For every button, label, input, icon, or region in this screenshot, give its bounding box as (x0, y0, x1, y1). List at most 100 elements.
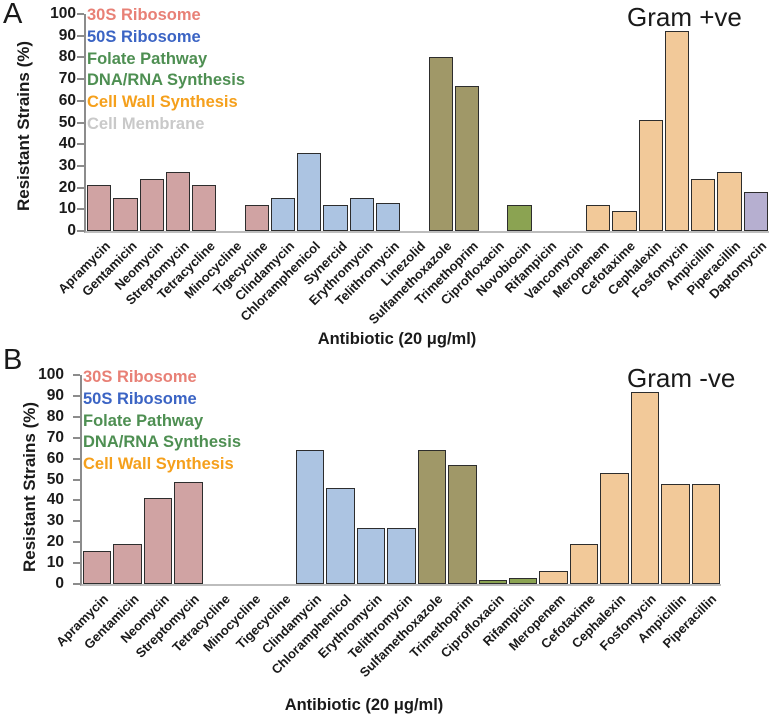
panel-a-x-axis-title: Antibiotic (20 μg/ml) (317, 330, 477, 348)
y-tick-label: 90 (46, 386, 64, 404)
bar-novobiocin (507, 204, 532, 231)
legend-item-folate-pathway: Folate Pathway (87, 49, 208, 68)
legend-item-cell-membrane: Cell Membrane (87, 114, 205, 133)
y-tick-label: 20 (58, 178, 76, 196)
bar-ampicillin (691, 178, 716, 231)
panel-b-legend: 30S Ribosome 50S Ribosome Folate Pathway DN… (83, 367, 241, 476)
y-tick-mark (73, 415, 80, 418)
bar-meropenem (586, 204, 611, 231)
y-tick-label: 60 (58, 91, 76, 109)
bar-erythromycin (349, 198, 374, 231)
y-tick-mark (73, 374, 80, 376)
y-tick-mark (73, 499, 80, 502)
panel-a-letter: A (3, 0, 23, 30)
y-tick-mark (73, 394, 80, 397)
bar-fosfomycin (664, 31, 690, 231)
y-tick-label: 100 (50, 5, 76, 22)
y-tick-label: 100 (38, 366, 64, 383)
bar-ciprofloxacin (478, 579, 507, 584)
y-tick-mark (77, 78, 84, 81)
y-tick-mark (73, 478, 80, 481)
bar-cephalexin (638, 120, 663, 231)
legend-item-dna-rna-synthesis: DNA/RNA Synthesis (83, 433, 241, 452)
y-tick-label: 70 (46, 428, 64, 446)
y-tick-label: 30 (46, 512, 64, 530)
y-tick-label: 50 (58, 113, 76, 131)
bar-tigecycline (244, 204, 269, 231)
y-tick-label: 50 (46, 470, 64, 488)
bar-meropenem (539, 571, 568, 584)
legend-item-30s-ribosome: 30S Ribosome (83, 368, 197, 386)
y-tick-mark (77, 230, 84, 232)
y-tick-mark (77, 143, 84, 146)
bar-cephalexin (600, 473, 629, 584)
legend-item-30s-ribosome: 30S Ribosome (87, 6, 201, 24)
bar-cefotaxime (569, 544, 599, 584)
y-tick-label: 10 (58, 200, 76, 218)
y-tick-label: 40 (58, 135, 76, 153)
y-tick-mark (77, 186, 84, 189)
bar-streptomycin (174, 481, 203, 584)
y-tick-label: 0 (67, 222, 76, 239)
y-tick-label: 20 (46, 533, 64, 551)
bar-gentamicin (113, 198, 138, 231)
y-tick-mark (73, 436, 80, 439)
bar-tetracycline (192, 185, 217, 231)
bar-telithromycin (375, 202, 401, 231)
y-tick-label: 70 (58, 70, 76, 88)
y-tick-mark (77, 56, 84, 59)
panel-b-letter: B (3, 344, 23, 376)
bar-erythromycin (356, 527, 386, 584)
legend-item-cell-wall-synthesis: Cell Wall Synthesis (83, 455, 234, 474)
bar-apramycin (83, 550, 112, 584)
y-tick-mark (73, 541, 80, 544)
legend-item-folate-pathway: Folate Pathway (83, 411, 204, 430)
bar-rifampicin (509, 577, 538, 584)
y-tick-label: 40 (46, 491, 64, 509)
panel-b-x-axis-title: Antibiotic (20 μg/ml) (284, 696, 444, 714)
y-tick-label: 80 (46, 407, 64, 425)
y-tick-label: 10 (46, 554, 64, 572)
panel-a-legend: 30S Ribosome 50S Ribosome Folate Pathway DN… (87, 5, 245, 136)
bar-streptomycin (165, 172, 191, 231)
bar-piperacillin (717, 172, 742, 231)
y-tick-mark (73, 520, 80, 523)
y-tick-mark (77, 13, 84, 15)
panel-a-y-axis-label: Resistant Strains (%) (14, 40, 33, 212)
bar-chloramphenicol (297, 152, 322, 231)
y-tick-label: 90 (58, 26, 76, 44)
y-tick-mark (73, 562, 80, 565)
y-tick-label: 60 (46, 449, 64, 467)
bar-clindamycin (296, 450, 325, 584)
legend-item-cell-wall-synthesis: Cell Wall Synthesis (87, 93, 238, 112)
bar-sulfamethoxazole (417, 450, 447, 584)
bar-fosfomycin (630, 391, 660, 584)
legend-item-50s-ribosome: 50S Ribosome (87, 27, 201, 46)
bar-neomycin (143, 498, 173, 584)
bar-trimethoprim (454, 85, 480, 231)
panel-a-plot (84, 14, 769, 233)
y-tick-label: 0 (55, 575, 64, 592)
y-tick-mark (73, 457, 80, 460)
bar-piperacillin (691, 483, 720, 584)
y-tick-label: 30 (58, 156, 76, 174)
bar-neomycin (139, 178, 164, 231)
bar-telithromycin (387, 527, 416, 584)
y-tick-label: 80 (58, 48, 76, 66)
bar-trimethoprim (448, 464, 477, 584)
bar-synercid (323, 204, 348, 231)
bar-apramycin (87, 185, 112, 231)
panel-b-plot (80, 375, 721, 586)
bar-clindamycin (270, 198, 296, 231)
legend-item-50s-ribosome: 50S Ribosome (83, 389, 197, 408)
legend-item-dna-rna-synthesis: DNA/RNA Synthesis (87, 71, 245, 90)
y-tick-mark (77, 121, 84, 124)
bar-ampicillin (661, 483, 690, 584)
panel-a-title: Gram +ve (627, 2, 742, 32)
bar-sulfamethoxazole (428, 57, 453, 231)
panel-b-title: Gram -ve (627, 363, 736, 393)
y-tick-mark (77, 208, 84, 211)
y-tick-mark (77, 164, 84, 167)
bar-gentamicin (113, 544, 142, 584)
